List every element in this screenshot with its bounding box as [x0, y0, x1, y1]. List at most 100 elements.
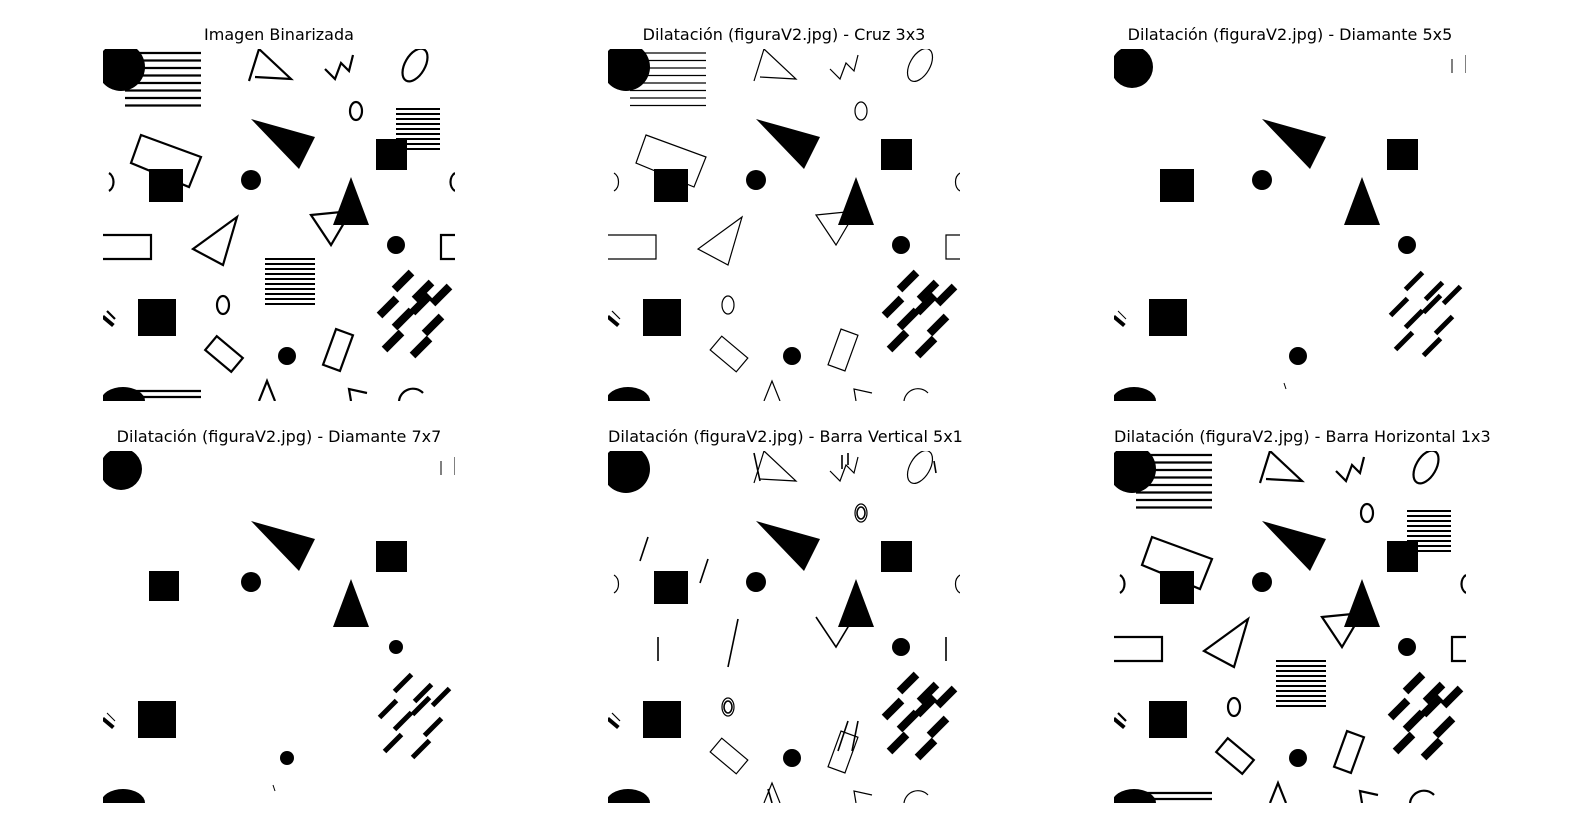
circle-shape — [892, 236, 910, 254]
zigzag-line — [829, 54, 859, 81]
vertical-fragment — [753, 452, 761, 482]
bar-shape — [376, 295, 400, 319]
outlined-ellipse — [906, 451, 934, 484]
shape-layer — [608, 49, 960, 401]
bar-shape — [391, 307, 415, 331]
outlined-bracket — [853, 388, 873, 401]
panel-title: Imagen Binarizada — [204, 25, 354, 44]
outlined-bracket — [1358, 789, 1379, 803]
bar-shape — [1420, 694, 1444, 718]
bar-shape — [611, 712, 621, 722]
arc-shape — [449, 172, 455, 192]
outlined-rectangle — [1214, 736, 1256, 776]
arc-shape — [397, 387, 424, 401]
square-shape — [138, 299, 176, 336]
circle-shape — [783, 749, 801, 767]
outlined-triangle — [814, 210, 858, 247]
outlined-triangle — [1201, 616, 1250, 669]
outlined-ellipse — [906, 49, 934, 82]
bar-shape — [422, 716, 444, 738]
bar-shape — [1403, 270, 1425, 292]
bar-shape — [1392, 731, 1416, 755]
circle-shape — [1289, 347, 1307, 365]
bar-shape — [409, 292, 433, 316]
triangle-shape — [251, 119, 315, 169]
outlined-rectangle — [709, 737, 749, 775]
square-shape — [881, 139, 912, 170]
square-shape — [149, 169, 183, 202]
image-background — [608, 49, 960, 401]
bar-shape — [886, 329, 910, 353]
arc-shape — [1408, 789, 1435, 803]
bar-shape — [1421, 336, 1443, 358]
square-shape — [643, 299, 681, 336]
vertical-fragment — [727, 618, 739, 668]
outlined-triangle — [1320, 611, 1365, 650]
arc-shape — [1119, 574, 1126, 594]
outlined-triangle — [190, 214, 239, 267]
circle-shape — [241, 572, 261, 592]
bar-shape — [926, 715, 950, 739]
bar-shape — [934, 685, 958, 709]
outlined-triangle — [753, 451, 798, 484]
half-circle-shape — [103, 451, 142, 490]
circle-shape — [1398, 638, 1416, 656]
outlined-rectangle — [1140, 535, 1214, 591]
outlined-rectangle — [709, 335, 749, 373]
bar-shape — [1433, 314, 1455, 336]
outlined-ellipse — [854, 503, 868, 523]
bar-shape — [1387, 697, 1411, 721]
shape-layer — [1114, 49, 1466, 401]
square-shape — [881, 541, 912, 572]
outlined-ellipse — [215, 294, 231, 316]
triangle-shape — [756, 521, 820, 571]
square-shape — [1149, 299, 1187, 336]
outlined-rectangle — [827, 730, 859, 774]
bar-shape — [1402, 671, 1426, 695]
bar-shape — [914, 335, 938, 359]
triangle-shape — [838, 579, 874, 627]
outlined-bracket — [608, 234, 657, 260]
bar-shape — [1432, 715, 1456, 739]
dilated-image — [103, 451, 455, 803]
half-circle-shape — [608, 387, 650, 401]
circle-shape — [1252, 170, 1272, 190]
arc-shape — [1460, 574, 1466, 594]
bar-shape — [896, 671, 920, 695]
bar-shape — [392, 672, 414, 694]
arc-shape — [108, 172, 115, 192]
panel-title: Dilatación (figuraV2.jpg) - Barra Horizo… — [1114, 427, 1491, 446]
circle-shape — [241, 170, 261, 190]
outlined-ellipse — [348, 100, 364, 122]
residual-fragment — [106, 712, 116, 722]
bar-shape — [381, 329, 405, 353]
bar-shape — [429, 283, 453, 307]
bar-shape — [1440, 685, 1464, 709]
outlined-triangle — [309, 209, 354, 248]
bar-shape — [1403, 308, 1425, 330]
circle-shape — [746, 170, 766, 190]
half-circle-shape — [608, 49, 650, 91]
dilated-image — [1114, 451, 1466, 803]
panel-imagen-binarizada: Imagen Binarizada — [103, 25, 455, 401]
bar-shape — [410, 738, 432, 760]
bar-shape — [392, 710, 414, 732]
arc-shape — [954, 574, 960, 594]
outlined-ellipse — [854, 101, 868, 121]
outlined-bracket — [439, 233, 455, 261]
outlined-triangle — [1258, 451, 1305, 484]
shape-layer — [1114, 451, 1466, 803]
half-circle-shape — [103, 789, 145, 803]
outlined-triangle — [257, 378, 277, 401]
bar-shape — [914, 737, 938, 761]
bar-shape — [608, 716, 620, 730]
circle-shape — [1289, 749, 1307, 767]
arc-shape — [954, 172, 960, 192]
outlined-bracket — [853, 790, 873, 803]
image-canvas — [103, 49, 455, 401]
triangle-shape — [756, 119, 820, 169]
vertical-fragment — [933, 460, 937, 474]
bar-shape — [1393, 330, 1415, 352]
bar-shape — [382, 732, 404, 754]
shape-layer — [608, 451, 960, 803]
